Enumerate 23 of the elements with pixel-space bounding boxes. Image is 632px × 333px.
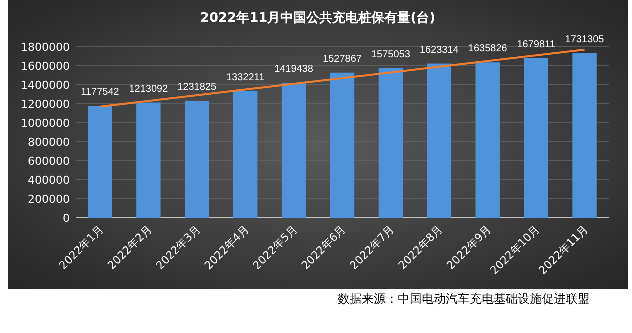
chart-title: 2022年11月中国公共充电桩保有量(台) — [200, 10, 436, 26]
data-label: 1731305 — [565, 34, 605, 46]
data-label: 1679811 — [517, 39, 556, 50]
y-tick-label: 400000 — [28, 174, 70, 187]
data-label: 1332211 — [226, 72, 266, 84]
source-note: 数据来源：中国电动汽车充电基础设施促进联盟 — [338, 292, 590, 306]
data-label: 1419438 — [274, 64, 314, 76]
y-tick-label: 1200000 — [21, 98, 70, 111]
data-label: 1635826 — [468, 44, 508, 55]
y-tick-label: 0 — [63, 212, 70, 225]
data-label: 1177542 — [81, 87, 120, 98]
y-tick-label: 1400000 — [21, 79, 70, 92]
data-label: 1231825 — [178, 82, 218, 93]
y-tick-label: 800000 — [28, 136, 70, 149]
data-label: 1213092 — [129, 84, 169, 95]
data-label: 1527867 — [323, 54, 362, 65]
data-label: 1623314 — [420, 44, 460, 56]
y-tick-label: 1600000 — [21, 60, 70, 73]
y-tick-label: 1000000 — [21, 117, 70, 130]
y-tick-label: 1800000 — [21, 41, 70, 54]
y-tick-label: 600000 — [28, 155, 70, 168]
y-tick-label: 200000 — [28, 193, 70, 206]
data-label: 1575053 — [371, 49, 411, 60]
